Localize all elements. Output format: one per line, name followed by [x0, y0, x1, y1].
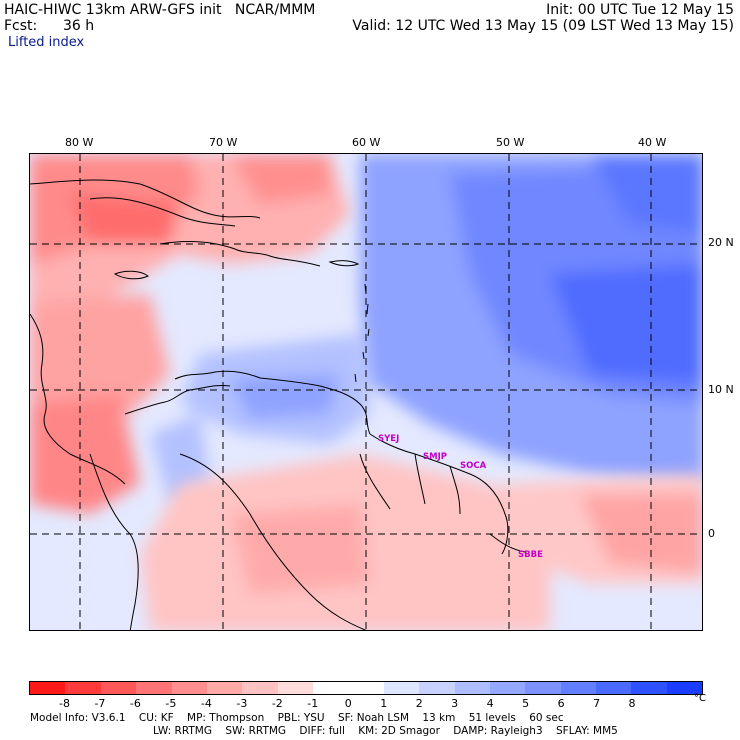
lon-label-80w: 80 W — [65, 136, 94, 149]
legend-tick-label: -3 — [236, 697, 248, 710]
legend-tick-label: -2 — [271, 697, 283, 710]
legend-swatch — [136, 682, 172, 694]
legend-swatch — [419, 682, 455, 694]
legend-swatch — [348, 682, 384, 694]
legend-swatch — [383, 682, 420, 694]
lon-label-40w: 40 W — [638, 136, 667, 149]
legend-tick-label: 2 — [415, 697, 423, 710]
legend-tick-label: -4 — [200, 697, 212, 710]
legend-tick-label: -7 — [94, 697, 106, 710]
lat-label-10n: 10 N — [708, 383, 734, 396]
legend-swatch — [30, 682, 66, 694]
field-name: Lifted index — [8, 35, 85, 50]
legend-swatch — [313, 682, 349, 694]
legend-swatch — [525, 682, 561, 694]
lon-label-60w: 60 W — [352, 136, 381, 149]
lat-label-0: 0 — [708, 527, 715, 540]
map-panel: SYEJ SMJP SOCA SBBE — [29, 153, 703, 631]
legend-swatch — [666, 682, 703, 694]
legend-tick-label: 6 — [557, 697, 565, 710]
city-label-syej: SYEJ — [378, 434, 400, 444]
legend-tick-label: 7 — [593, 697, 601, 710]
footer-model-info: Model Info: V3.6.1 CU: KF MP: Thompson P… — [30, 712, 564, 724]
lon-label-70w: 70 W — [209, 136, 238, 149]
coastlines — [30, 179, 526, 630]
valid-time: Valid: 12 UTC Wed 13 May 15 (09 LST Wed … — [352, 18, 734, 34]
legend-swatch — [100, 682, 137, 694]
city-label-smjp: SMJP — [423, 452, 447, 462]
legend-swatch — [206, 682, 243, 694]
forecast-label: Fcst: — [4, 18, 38, 34]
legend-tick-label: 0 — [344, 697, 352, 710]
unstable-red-region — [30, 154, 702, 630]
legend-tick-label: 1 — [380, 697, 388, 710]
city-label-soca: SOCA — [460, 461, 487, 471]
forecast-hour: 36 h — [63, 18, 95, 34]
legend-tick-label: 4 — [486, 697, 494, 710]
legend-tick-label: -5 — [165, 697, 177, 710]
lifted-index-map — [30, 154, 702, 630]
legend-swatch — [65, 682, 101, 694]
legend-swatch — [560, 682, 596, 694]
legend-swatch — [631, 682, 667, 694]
legend-tick-label: -8 — [58, 697, 70, 710]
legend-tick-label: 3 — [451, 697, 459, 710]
legend-unit: °C — [694, 693, 706, 704]
lat-label-20n: 20 N — [708, 236, 734, 249]
legend-tick-label: -1 — [307, 697, 319, 710]
init-time: Init: 00 UTC Tue 12 May 15 — [546, 2, 734, 18]
legend-swatch — [489, 682, 526, 694]
lon-label-50w: 50 W — [496, 136, 525, 149]
legend-tick-label: -6 — [129, 697, 141, 710]
legend-swatch — [596, 682, 632, 694]
title-line: HAIC-HIWC 13km ARW-GFS init NCAR/MMM — [4, 2, 316, 18]
legend-swatch — [454, 682, 490, 694]
legend-swatch — [277, 682, 313, 694]
legend-tick-label: 8 — [628, 697, 636, 710]
legend-tick-label: 5 — [522, 697, 530, 710]
color-legend — [29, 681, 703, 695]
city-label-sbbe: SBBE — [518, 550, 543, 560]
graticule — [30, 154, 702, 630]
footer-physics-info: LW: RRTMG SW: RRTMG DIFF: full KM: 2D Sm… — [153, 725, 618, 737]
legend-swatch — [171, 682, 207, 694]
legend-swatch — [242, 682, 278, 694]
